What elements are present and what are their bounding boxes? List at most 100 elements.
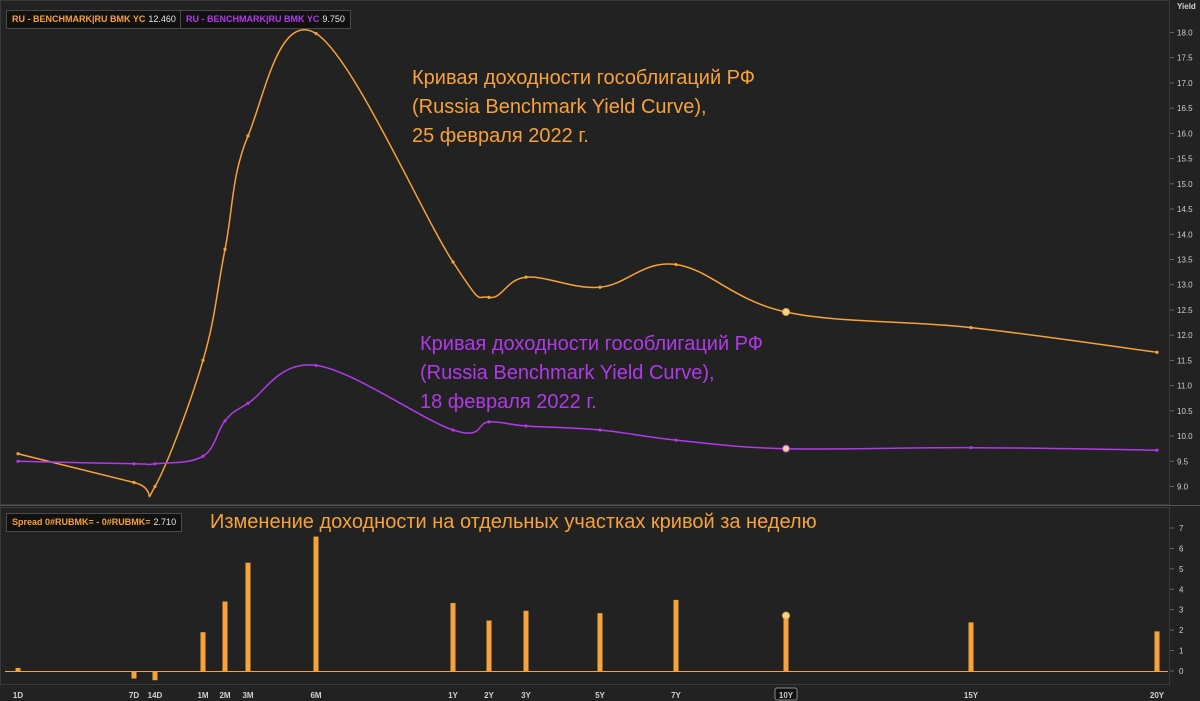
y-tick-label: 3 xyxy=(1179,606,1184,615)
orange-series-point xyxy=(487,295,491,299)
spread-bar xyxy=(200,632,206,671)
annotation-line: (Russia Benchmark Yield Curve), xyxy=(420,362,715,384)
x-tick-label: 1Y xyxy=(448,691,458,700)
orange-series-point xyxy=(524,275,528,279)
y-tick-label: 12.0 xyxy=(1177,331,1193,340)
y-tick-label: 2 xyxy=(1179,626,1184,635)
legend-orange-series[interactable]: RU - BENCHMARK|RU BMK YC 12.460 xyxy=(6,10,182,29)
x-tick-label: 14D xyxy=(148,691,163,700)
orange-series-point xyxy=(451,260,455,264)
legend-purple-name: RU - BENCHMARK|RU BMK YC xyxy=(186,14,320,24)
y-tick-label: 5 xyxy=(1179,565,1184,574)
x-tick-label: 1D xyxy=(13,691,23,700)
orange-series-point xyxy=(16,452,20,456)
annotation-line: (Russia Benchmark Yield Curve), xyxy=(412,96,707,118)
purple-series-point xyxy=(201,454,205,458)
orange-series-point xyxy=(674,262,678,267)
purple-series-point xyxy=(487,420,491,424)
orange-series-point xyxy=(132,480,136,485)
annotation-spread-panel: Изменение доходности на отдельных участк… xyxy=(210,508,817,537)
spread-bar xyxy=(783,615,789,671)
x-tick-highlight-box xyxy=(774,687,798,701)
spread-bar xyxy=(968,622,974,671)
purple-series-point xyxy=(223,419,227,423)
purple-series-point xyxy=(132,462,136,466)
spread-bar xyxy=(486,620,492,671)
y-tick-label: 17.5 xyxy=(1177,54,1193,63)
spread-bar xyxy=(450,602,456,671)
x-tick-label: 6M xyxy=(310,691,321,700)
top-panel-frame xyxy=(0,0,1170,505)
y-tick-label: 13.5 xyxy=(1177,256,1193,265)
x-tick-label: 2M xyxy=(219,691,230,700)
orange-series-point xyxy=(1155,350,1159,354)
y-tick-label: 17.0 xyxy=(1177,79,1193,88)
y-tick-label: 16.5 xyxy=(1177,104,1193,113)
legend-spread-series[interactable]: Spread 0#RUBMK= - 0#RUBMK= 2.710 xyxy=(6,513,183,532)
legend-purple-value: 9.750 xyxy=(322,14,345,24)
legend-orange-name: RU - BENCHMARK|RU BMK YC xyxy=(12,14,146,24)
purple-series-point xyxy=(16,459,20,463)
x-tick-label: 3Y xyxy=(521,691,531,700)
orange-series-point xyxy=(314,31,318,36)
y-tick-label: 0 xyxy=(1179,667,1184,676)
spread-bar xyxy=(597,613,603,671)
x-tick-label: 15Y xyxy=(964,691,979,700)
x-tick-label: 1M xyxy=(197,691,208,700)
x-tick-label: 20Y xyxy=(1150,691,1165,700)
y-tick-label: 13.0 xyxy=(1177,281,1193,290)
y-tick-label: 16.0 xyxy=(1177,129,1193,138)
spread-bar xyxy=(673,599,679,671)
annotation-purple-curve: Кривая доходности гособлигаций РФ (Russi… xyxy=(420,330,763,417)
x-tick-label: 10Y xyxy=(779,691,794,700)
annotation-orange-curve: Кривая доходности гособлигаций РФ (Russi… xyxy=(412,64,755,151)
purple-series-point xyxy=(524,424,528,428)
y-tick-label: 10.0 xyxy=(1177,432,1193,441)
x-tick-label: 7Y xyxy=(671,691,681,700)
orange-series-point xyxy=(201,358,205,362)
purple-series-line xyxy=(17,364,1158,466)
legend-orange-value: 12.460 xyxy=(148,14,176,24)
purple-series-point xyxy=(674,438,678,442)
legend-spread-name: Spread 0#RUBMK= - 0#RUBMK= xyxy=(12,517,151,527)
y-tick-label: 4 xyxy=(1179,585,1184,594)
orange-series-point xyxy=(223,247,227,252)
spread-bar xyxy=(15,667,21,671)
y-tick-label: 15.5 xyxy=(1177,155,1193,164)
y-tick-label: 11.5 xyxy=(1177,356,1193,365)
annotation-line: 18 февраля 2022 г. xyxy=(420,391,597,413)
legend-spread-value: 2.710 xyxy=(153,517,177,527)
annotation-line: Кривая доходности гособлигаций РФ xyxy=(412,67,755,89)
purple-series-point xyxy=(153,462,157,466)
orange-series-point xyxy=(598,285,602,289)
legend-purple-series[interactable]: RU - BENCHMARK|RU BMK YC 9.750 xyxy=(180,10,351,29)
x-tick-label: 2Y xyxy=(484,691,494,700)
circle-marker-icon xyxy=(782,611,790,620)
orange-series-point xyxy=(153,484,157,489)
y-tick-label: 6 xyxy=(1179,544,1184,553)
spread-bar xyxy=(523,610,529,671)
y-tick-label: 15.0 xyxy=(1177,180,1193,189)
y-tick-label: 18.0 xyxy=(1177,29,1193,38)
spread-bar xyxy=(245,562,251,671)
y-axis-label: Yield xyxy=(1177,2,1196,11)
y-tick-label: 14.5 xyxy=(1177,205,1193,214)
spread-bar xyxy=(1154,631,1160,671)
purple-series-point xyxy=(598,428,602,432)
spread-bar xyxy=(152,671,158,681)
y-tick-label: 9.5 xyxy=(1177,457,1189,466)
bottom-panel-frame xyxy=(0,507,1170,685)
orange-series-point xyxy=(969,326,973,330)
spread-bar xyxy=(313,536,319,671)
spread-bar xyxy=(131,671,137,679)
y-tick-label: 9.0 xyxy=(1177,483,1189,492)
y-tick-label: 7 xyxy=(1179,524,1184,533)
y-tick-label: 10.5 xyxy=(1177,407,1193,416)
circle-marker-icon xyxy=(782,307,790,316)
x-tick-label: 3M xyxy=(242,691,253,700)
purple-series-point xyxy=(1155,448,1159,452)
y-tick-label: 11.0 xyxy=(1177,382,1193,391)
